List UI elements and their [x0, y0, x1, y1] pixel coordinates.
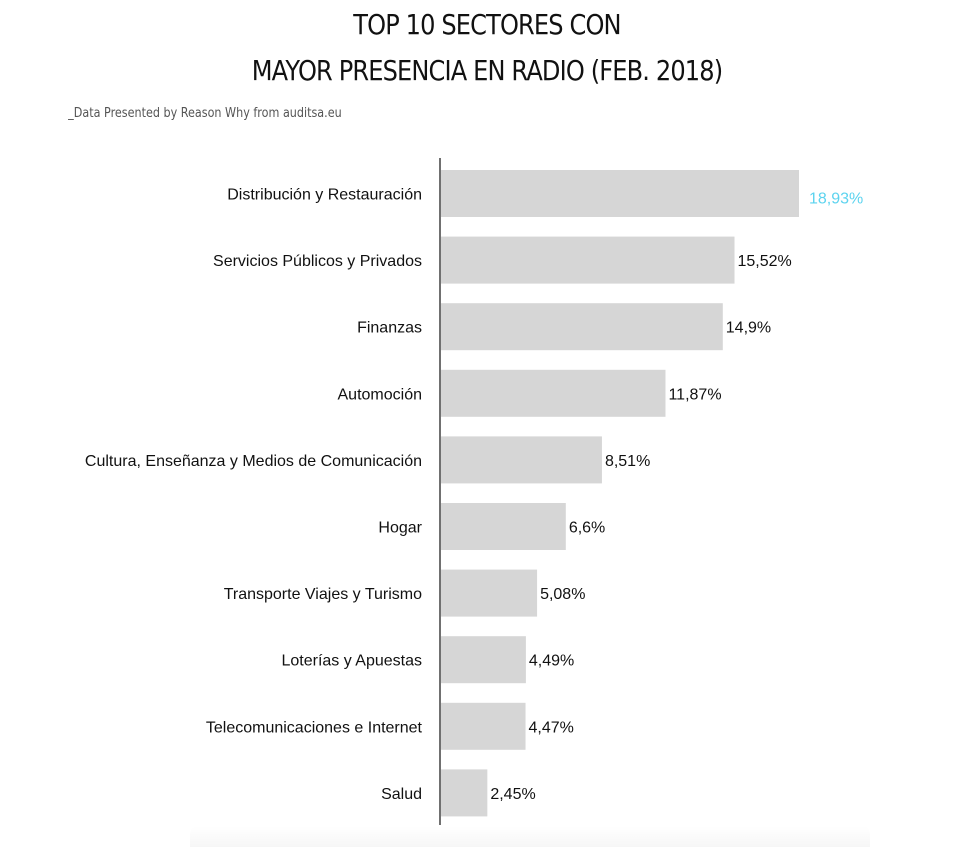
bar — [441, 636, 526, 684]
bar — [441, 503, 566, 550]
bar — [441, 769, 488, 817]
chart-subtitle: _Data Presented by Reason Why from audit… — [68, 106, 342, 121]
chart-title-line-2: MAYOR PRESENCIA EN RADIO (FEB. 2018) — [251, 54, 723, 87]
category-label: Finanzas — [357, 320, 422, 337]
value-label: 6,6% — [569, 520, 605, 537]
bar — [441, 436, 602, 484]
value-label: 2,45% — [490, 786, 535, 803]
value-label: 15,52% — [738, 253, 792, 270]
category-label: Cultura, Enseñanza y Medios de Comunicac… — [85, 453, 422, 470]
bottom-shadow — [190, 826, 870, 847]
value-label: 5,08% — [540, 586, 585, 603]
bar — [441, 569, 538, 617]
bar — [441, 236, 735, 284]
category-label: Automoción — [338, 386, 423, 403]
category-label: Transporte Viajes y Turismo — [224, 586, 422, 603]
category-label: Servicios Públicos y Privados — [213, 253, 422, 270]
category-label: Telecomunicaciones e Internet — [206, 719, 423, 736]
value-label: 11,87% — [668, 386, 721, 403]
bar — [441, 170, 799, 217]
category-label: Hogar — [378, 520, 422, 537]
category-label: Loterías y Apuestas — [281, 653, 422, 670]
value-label: 18,93% — [809, 191, 863, 208]
bar — [441, 369, 666, 417]
category-label: Salud — [381, 786, 422, 803]
chart-title-line-1: TOP 10 SECTORES CON — [353, 8, 621, 41]
value-label: 8,51% — [605, 453, 650, 470]
bar — [441, 702, 526, 750]
value-label: 4,47% — [529, 719, 574, 736]
bar — [441, 303, 723, 351]
value-label: 14,9% — [726, 320, 771, 337]
value-label: 4,49% — [529, 653, 574, 670]
category-label: Distribución y Restauración — [227, 187, 422, 204]
